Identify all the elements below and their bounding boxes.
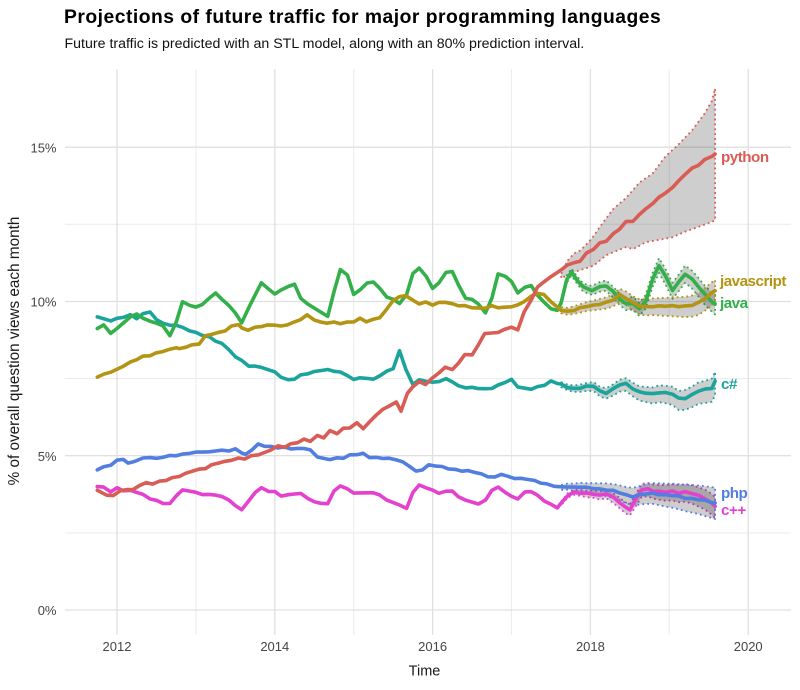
svg-text:c++: c++: [721, 502, 746, 519]
svg-text:0%: 0%: [38, 603, 57, 618]
svg-text:2014: 2014: [260, 639, 289, 654]
svg-text:Time: Time: [409, 664, 441, 680]
svg-text:php: php: [721, 485, 748, 502]
svg-text:2016: 2016: [418, 639, 447, 654]
svg-text:% of overall question views ea: % of overall question views each month: [6, 217, 23, 486]
svg-text:c#: c#: [721, 376, 738, 393]
svg-text:2020: 2020: [734, 639, 763, 654]
svg-text:5%: 5%: [38, 449, 57, 464]
svg-text:Future traffic is predicted wi: Future traffic is predicted with an STL …: [65, 36, 585, 52]
svg-text:15%: 15%: [30, 140, 56, 155]
svg-text:2012: 2012: [103, 639, 132, 654]
svg-text:10%: 10%: [30, 295, 56, 310]
svg-text:2018: 2018: [576, 639, 605, 654]
svg-text:java: java: [719, 295, 749, 312]
svg-text:javascript: javascript: [719, 273, 786, 290]
svg-text:python: python: [721, 149, 769, 166]
svg-text:Projections of future traffic: Projections of future traffic for major …: [64, 7, 661, 28]
